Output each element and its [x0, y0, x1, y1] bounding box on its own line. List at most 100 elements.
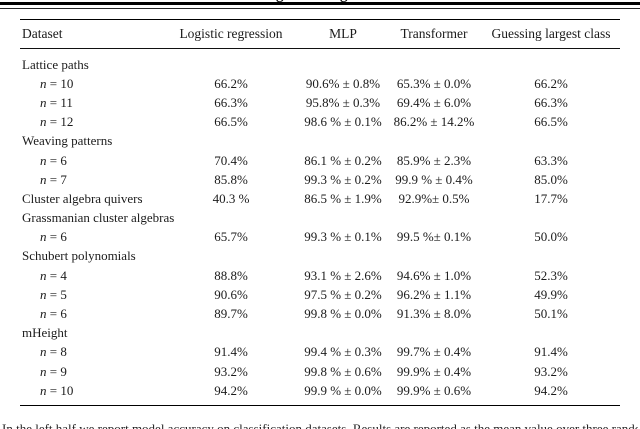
value-cell: 50.0% [534, 229, 568, 245]
value-cell: 66.3% [534, 94, 568, 110]
value-cell: 88.8% [214, 267, 248, 283]
value-cell: 91.4% [534, 344, 568, 360]
value-cell: 52.3% [534, 267, 568, 283]
value-cell: 85.0% [534, 171, 568, 187]
value-cell: 69.4% ± 6.0% [396, 94, 472, 110]
value-cell: 86.2% ± 14.2% [393, 114, 475, 130]
table-data-row: n = 10 94.2% 99.9 % ± 0.0% 99.9% ± 0.6% 94.2… [20, 381, 620, 400]
value-cell: 99.3 % ± 0.2% [304, 171, 382, 187]
table-group-row: Schubert polynomials [20, 247, 620, 266]
table-data-row: n = 7 85.8% 99.3 % ± 0.2% 99.9 % ± 0.4% 85.0… [20, 170, 620, 189]
value-cell: 66.5% [534, 114, 568, 130]
value-cell: 99.8 % ± 0.6% [304, 363, 382, 379]
value-cell: 65.7% [214, 229, 248, 245]
table-group-row: Weaving patterns [20, 132, 620, 151]
table-data-row: n = 11 66.3% 95.8% ± 0.3% 69.4% ± 6.0% 66.3% [20, 93, 620, 112]
row-label: n = 9 [40, 363, 67, 379]
page-top-rule-thick [0, 2, 640, 5]
col-header-dataset: Dataset [22, 26, 63, 41]
results-table-rows: Lattice paths n = 10 66.2% 90.6% ± 0.8% 65.3… [20, 49, 620, 407]
col-header-mlp: MLP [329, 26, 357, 41]
table-data-row: n = 6 89.7% 99.8 % ± 0.0% 91.3% ± 8.0% 50.1% [20, 304, 620, 323]
row-label: n = 12 [40, 114, 74, 130]
value-cell: 99.9 % ± 0.4% [395, 171, 473, 187]
row-label: mHeight [22, 325, 68, 341]
row-label: n = 5 [40, 286, 67, 302]
value-cell: 94.6% ± 1.0% [396, 267, 472, 283]
value-cell: 86.5 % ± 1.9% [304, 190, 382, 206]
cropped-heading-glyph: g [276, 0, 284, 4]
value-cell: 93.2% [214, 363, 248, 379]
value-cell: 86.1 % ± 0.2% [304, 152, 382, 168]
row-label: n = 7 [40, 171, 67, 187]
table-data-row: n = 10 66.2% 90.6% ± 0.8% 65.3% ± 0.0% 66.2% [20, 74, 620, 93]
table-data-row: n = 8 91.4% 99.4 % ± 0.3% 99.7% ± 0.4% 91.4% [20, 343, 620, 362]
value-cell: 66.2% [214, 75, 248, 91]
value-cell: 99.5 %± 0.1% [396, 229, 472, 245]
value-cell: 90.6% ± 0.8% [305, 75, 381, 91]
value-cell: 89.7% [214, 306, 248, 322]
results-table: Dataset Logistic regression MLP Transfor… [20, 19, 620, 407]
table-data-row: n = 12 66.5% 98.6 % ± 0.1% 86.2% ± 14.2% 66.… [20, 113, 620, 132]
value-cell: 40.3 % [212, 190, 250, 206]
table-data-row: n = 5 90.6% 97.5 % ± 0.2% 96.2% ± 1.1% 49.9% [20, 285, 620, 304]
value-cell: 66.2% [534, 75, 568, 91]
row-label: n = 6 [40, 152, 67, 168]
value-cell: 99.9% ± 0.4% [396, 363, 472, 379]
value-cell: 90.6% [214, 286, 248, 302]
row-label: Lattice paths [22, 56, 89, 72]
row-label: n = 11 [40, 94, 73, 110]
row-label: n = 10 [40, 75, 74, 91]
value-cell: 49.9% [534, 286, 568, 302]
value-cell: 17.7% [534, 190, 568, 206]
value-cell: 91.4% [214, 344, 248, 360]
table-data-row: n = 9 93.2% 99.8 % ± 0.6% 99.9% ± 0.4% 93.2% [20, 362, 620, 381]
row-label: Schubert polynomials [22, 248, 136, 264]
value-cell: 65.3% ± 0.0% [396, 75, 472, 91]
value-cell: 92.9%± 0.5% [398, 190, 470, 206]
value-cell: 66.5% [214, 114, 248, 130]
value-cell: 97.5 % ± 0.2% [304, 286, 382, 302]
table-header-row: Dataset Logistic regression MLP Transfor… [20, 20, 620, 49]
col-header-logistic-regression: Logistic regression [179, 26, 283, 41]
table-data-row: Cluster algebra quivers 40.3 % 86.5 % ± 1.… [20, 189, 620, 208]
value-cell: 85.8% [214, 171, 248, 187]
value-cell: 93.2% [534, 363, 568, 379]
value-cell: 94.2% [214, 382, 248, 398]
value-cell: 99.9 % ± 0.0% [304, 382, 382, 398]
table-group-row: mHeight [20, 324, 620, 343]
value-cell: 95.8% ± 0.3% [305, 94, 381, 110]
value-cell: 93.1 % ± 2.6% [304, 267, 382, 283]
value-cell: 63.3% [534, 152, 568, 168]
value-cell: 66.3% [214, 94, 248, 110]
table-data-row: n = 6 65.7% 99.3 % ± 0.1% 99.5 %± 0.1% 50.0% [20, 228, 620, 247]
row-label: n = 8 [40, 344, 67, 360]
row-label: n = 6 [40, 306, 67, 322]
value-cell: 99.9% ± 0.6% [396, 382, 472, 398]
row-label: n = 6 [40, 229, 67, 245]
table-data-row: n = 6 70.4% 86.1 % ± 0.2% 85.9% ± 2.3% 63.3% [20, 151, 620, 170]
row-label: n = 4 [40, 267, 67, 283]
value-cell: 96.2% ± 1.1% [396, 286, 472, 302]
value-cell: 98.6 % ± 0.1% [304, 114, 382, 130]
row-label: Weaving patterns [22, 133, 113, 149]
value-cell: 99.7% ± 0.4% [396, 344, 472, 360]
row-label: n = 10 [40, 382, 74, 398]
cropped-heading-glyph: g [340, 0, 348, 4]
value-cell: 99.8 % ± 0.0% [304, 306, 382, 322]
col-header-transformer: Transformer [400, 26, 468, 41]
value-cell: 99.4 % ± 0.3% [304, 344, 382, 360]
value-cell: 91.3% ± 8.0% [396, 306, 472, 322]
table-group-row: Grassmanian cluster algebras [20, 209, 620, 228]
value-cell: 50.1% [534, 306, 568, 322]
value-cell: 70.4% [214, 152, 248, 168]
table-group-row: Lattice paths [20, 55, 620, 74]
col-header-guessing-largest-class: Guessing largest class [491, 26, 611, 41]
row-label: Cluster algebra quivers [22, 190, 143, 206]
value-cell: 94.2% [534, 382, 568, 398]
row-label: Grassmanian cluster algebras [22, 210, 175, 226]
table-data-row: n = 4 88.8% 93.1 % ± 2.6% 94.6% ± 1.0% 52.3% [20, 266, 620, 285]
page-top-rule-thin [0, 8, 640, 9]
value-cell: 99.3 % ± 0.1% [304, 229, 382, 245]
